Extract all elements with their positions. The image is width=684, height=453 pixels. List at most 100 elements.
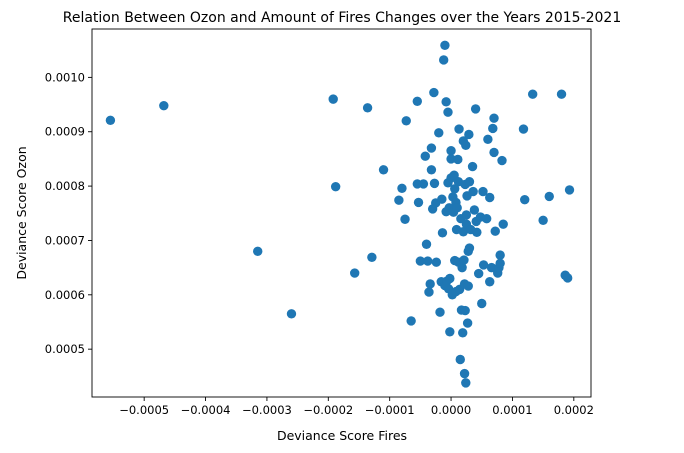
data-point — [426, 165, 437, 175]
chart-title: Relation Between Ozon and Amount of Fire… — [63, 10, 621, 26]
data-point — [460, 305, 470, 316]
data-point — [459, 255, 469, 265]
data-point — [450, 184, 460, 194]
data-point — [477, 298, 487, 309]
data-point — [483, 134, 493, 145]
data-point — [472, 227, 482, 237]
data-point — [397, 183, 407, 193]
data-point — [412, 96, 422, 107]
data-point — [464, 243, 475, 253]
data-point — [459, 368, 470, 379]
data-point — [455, 354, 465, 365]
data-point — [440, 40, 450, 51]
x-tick-label: 0.0000 — [431, 403, 471, 417]
data-point — [350, 268, 360, 278]
x-tick-label: −0.0002 — [303, 403, 353, 417]
data-point — [330, 181, 341, 192]
data-point — [498, 219, 508, 229]
data-point — [423, 256, 433, 266]
data-point — [452, 203, 462, 213]
data-point — [286, 309, 297, 319]
y-tick-label: 0.0009 — [45, 125, 85, 139]
data-point — [495, 258, 505, 268]
data-point — [378, 165, 389, 175]
data-point — [538, 215, 548, 226]
data-point — [426, 143, 437, 153]
data-point — [467, 161, 478, 172]
data-point — [478, 186, 488, 197]
data-point — [446, 154, 456, 164]
data-point — [453, 154, 463, 165]
data-point — [485, 192, 495, 203]
data-point — [495, 250, 505, 260]
data-point — [401, 116, 411, 126]
data-point — [489, 113, 499, 123]
data-point — [462, 318, 473, 328]
data-point — [435, 307, 445, 317]
data-point — [394, 195, 404, 205]
data-point — [438, 55, 449, 65]
data-point — [464, 129, 474, 140]
x-axis: −0.0005 −0.0004 −0.0003 −0.0002 −0.0001 0.000… — [119, 397, 594, 417]
data-point — [406, 316, 416, 326]
data-point — [478, 260, 489, 270]
data-point — [457, 262, 467, 273]
x-tick-label: 0.0001 — [492, 403, 532, 417]
x-tick-label: −0.0003 — [242, 403, 292, 417]
data-point — [461, 210, 472, 220]
x-tick-label: 0.0002 — [554, 403, 594, 417]
data-point — [556, 89, 567, 99]
data-point — [425, 279, 435, 289]
plot-area — [91, 28, 592, 398]
data-point — [420, 151, 430, 161]
data-point — [461, 378, 471, 388]
data-point — [454, 124, 464, 134]
data-point — [424, 287, 434, 297]
data-point — [418, 179, 429, 189]
data-point — [434, 128, 444, 138]
y-tick-label: 0.0010 — [45, 70, 85, 84]
x-tick-label: −0.0005 — [119, 403, 169, 417]
data-point — [481, 214, 492, 224]
data-point — [328, 94, 338, 104]
data-point — [445, 327, 455, 337]
data-point — [470, 104, 481, 114]
y-tick-label: 0.0005 — [45, 342, 85, 356]
data-point — [461, 140, 471, 151]
data-point — [527, 89, 538, 99]
data-point — [441, 97, 451, 107]
data-point — [400, 214, 410, 224]
data-point — [468, 186, 478, 197]
data-point — [490, 226, 500, 236]
data-point — [443, 107, 453, 117]
x-axis-label: Deviance Score Fires — [277, 428, 407, 443]
data-point — [520, 194, 530, 205]
data-point — [437, 194, 447, 204]
data-point — [105, 115, 116, 126]
data-point — [497, 155, 507, 166]
data-point — [489, 147, 499, 158]
data-point — [473, 268, 484, 279]
data-point — [488, 123, 498, 134]
x-tick-label: −0.0001 — [365, 403, 415, 417]
data-point — [413, 197, 424, 208]
data-point — [159, 100, 169, 111]
data-point — [446, 146, 456, 156]
y-axis: 0.0005 0.0006 0.0007 0.0008 0.0009 0.0010 — [45, 70, 92, 356]
data-point — [437, 228, 448, 238]
y-tick-label: 0.0008 — [45, 179, 85, 193]
data-point — [362, 103, 373, 113]
y-axis-label: Deviance Score Ozon — [14, 146, 29, 279]
x-tick-label: −0.0004 — [181, 403, 231, 417]
data-point — [464, 177, 475, 187]
data-point — [458, 227, 469, 237]
data-point — [429, 87, 439, 98]
data-point — [544, 191, 554, 202]
data-point — [463, 281, 473, 291]
data-point — [486, 262, 497, 273]
data-point — [421, 239, 432, 249]
data-point — [562, 273, 573, 283]
data-point — [429, 178, 440, 189]
y-tick-label: 0.0006 — [45, 288, 85, 302]
